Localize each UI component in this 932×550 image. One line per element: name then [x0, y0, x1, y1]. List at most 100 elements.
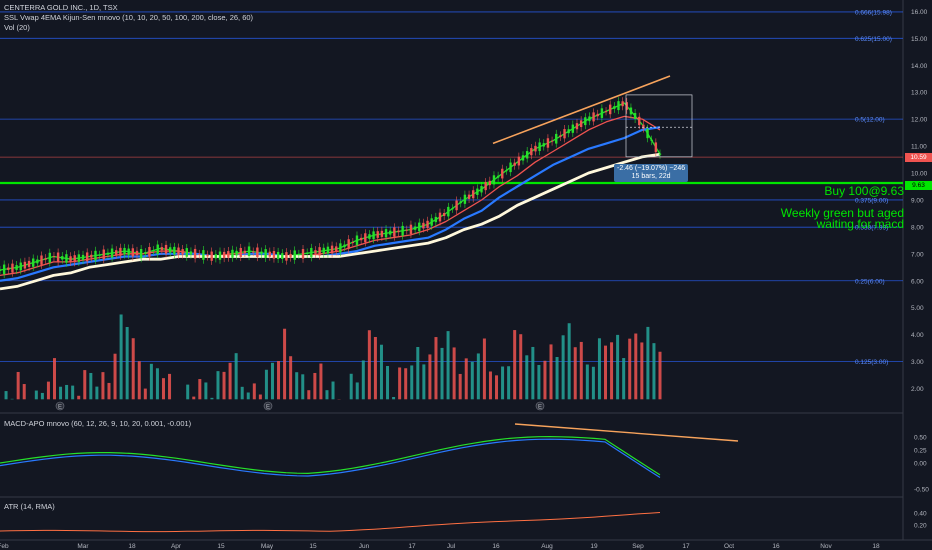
- candle-body: [256, 247, 259, 258]
- candle-body: [484, 182, 487, 191]
- candle-body: [613, 106, 616, 109]
- weekly-note-line1: Weekly green but aged: [780, 206, 904, 220]
- candle-body: [401, 225, 404, 236]
- candle-body: [467, 194, 471, 199]
- candle-body: [563, 129, 566, 139]
- candle-body: [177, 247, 180, 255]
- candle-body: [546, 138, 550, 148]
- mid-ema-line: [0, 115, 661, 277]
- volume-bar: [392, 397, 396, 400]
- earnings-marker-label: E: [58, 405, 62, 411]
- candle-body: [322, 247, 325, 254]
- macd-tick-label: 0.00: [914, 461, 927, 468]
- volume-bar: [107, 382, 111, 400]
- time-tick-label: May: [261, 543, 274, 550]
- candle-body: [77, 254, 81, 262]
- candle-body: [364, 233, 367, 243]
- volume-bar: [549, 344, 553, 400]
- candle-body: [604, 111, 608, 113]
- candle-body: [388, 230, 392, 235]
- volume-bar: [216, 371, 220, 400]
- candle-body: [32, 258, 35, 267]
- volume-bar: [222, 371, 226, 400]
- volume-bar: [482, 338, 486, 400]
- candle-body: [227, 251, 230, 258]
- candle-body: [380, 230, 384, 237]
- candle-body: [376, 231, 379, 238]
- candle-body: [343, 244, 346, 248]
- candle-body: [160, 247, 164, 251]
- candle-body: [281, 253, 284, 259]
- candle-body: [27, 260, 31, 267]
- volume-bar: [440, 347, 444, 400]
- candle-body: [538, 142, 541, 152]
- volume-bar: [52, 358, 56, 400]
- candle-body: [534, 145, 537, 152]
- volume-bar: [283, 328, 287, 400]
- volume-bar: [379, 344, 383, 400]
- time-tick-label: 17: [408, 543, 416, 550]
- earnings-marker-label: E: [538, 405, 542, 411]
- volume-bar: [361, 360, 365, 400]
- volume-bar: [83, 370, 87, 400]
- volume-bar: [113, 353, 117, 400]
- candle-body: [239, 247, 242, 258]
- candle-body: [505, 170, 508, 172]
- volume-bar: [325, 390, 329, 400]
- weekly-note: Weekly green but aged waiting for macd: [780, 206, 904, 230]
- candle-body: [135, 250, 139, 256]
- candle-body: [198, 253, 201, 255]
- candle-body: [559, 135, 562, 138]
- candle-body: [48, 252, 52, 263]
- kijun-line: [0, 152, 661, 291]
- candle-body: [318, 247, 321, 256]
- atr-tick-label: 0.20: [914, 523, 927, 530]
- macd-tick-label: 0.50: [914, 435, 927, 442]
- candle-body: [123, 247, 126, 255]
- candle-body: [144, 252, 147, 254]
- candle-body: [621, 101, 624, 107]
- candle-body: [368, 234, 371, 239]
- candle-body: [193, 248, 197, 259]
- volume-bar: [161, 378, 165, 400]
- candle-body: [592, 112, 595, 122]
- volume-bar: [40, 392, 44, 400]
- candle-body: [15, 265, 18, 270]
- volume-bar: [434, 337, 438, 400]
- volume-bar: [646, 326, 650, 400]
- candle-body: [285, 252, 288, 261]
- candle-body: [517, 156, 521, 166]
- candle-body: [650, 139, 653, 142]
- candle-body: [617, 101, 620, 111]
- candle-body: [642, 124, 645, 129]
- volume-bar: [616, 334, 620, 400]
- time-tick-label: 15: [309, 543, 317, 550]
- candle-body: [347, 239, 350, 249]
- candle-body: [555, 133, 558, 144]
- volume-bar: [495, 375, 499, 400]
- volume-bar: [289, 356, 293, 400]
- candle-body: [633, 113, 637, 119]
- candle-body: [397, 230, 400, 233]
- candle-body: [359, 237, 363, 241]
- volume-bar: [458, 373, 462, 400]
- volume-bar: [71, 385, 75, 400]
- volume-bar: [355, 382, 359, 400]
- candle-body: [61, 256, 64, 260]
- volume-bar: [507, 366, 511, 400]
- candle-body: [447, 206, 450, 217]
- measure-bars: 15 bars, 22d: [631, 173, 671, 180]
- volume-bar: [591, 366, 595, 400]
- volume-bar: [192, 396, 196, 400]
- candle-body: [173, 246, 176, 255]
- candle-body: [268, 251, 272, 257]
- atr-tick-label: 0.40: [914, 511, 927, 518]
- candle-body: [19, 262, 22, 271]
- candle-body: [455, 200, 458, 211]
- candle-body: [550, 140, 554, 142]
- buy-note: Buy 100@9.63: [824, 184, 904, 198]
- candle-body: [235, 250, 238, 256]
- candle-body: [575, 123, 579, 130]
- candle-body: [231, 249, 234, 258]
